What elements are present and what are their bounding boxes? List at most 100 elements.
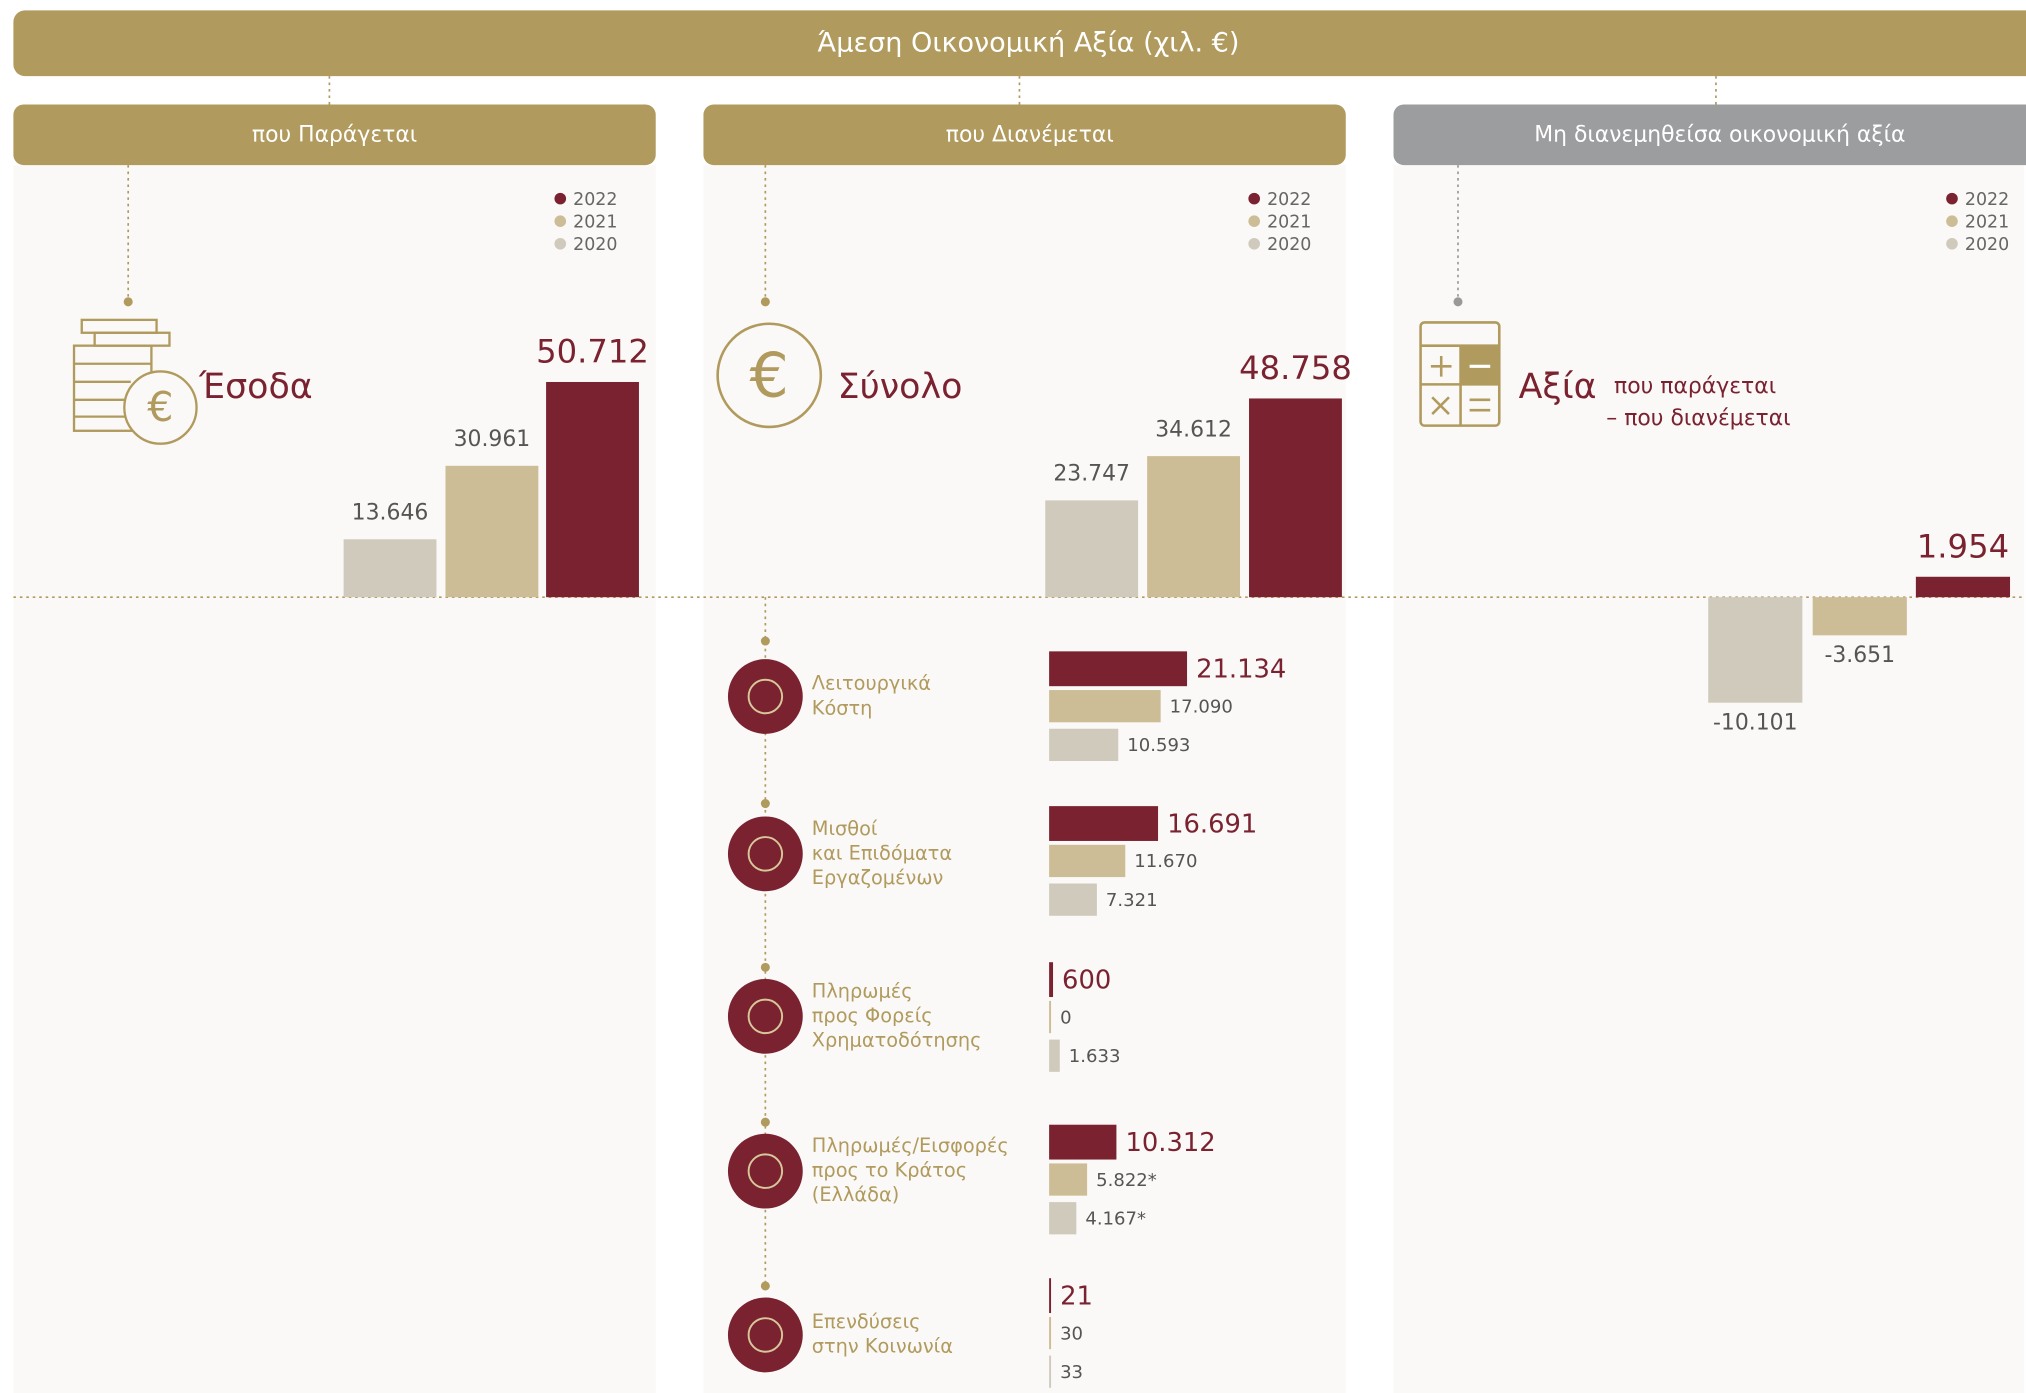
category-icon-mark — [747, 836, 784, 872]
legend-label: 2020 — [1267, 235, 1311, 255]
category-label: Λειτουργικά — [812, 672, 931, 695]
value-label: 30.961 — [454, 427, 531, 452]
bar — [1915, 576, 2011, 598]
bar — [1049, 1163, 1088, 1196]
svg-text:€: € — [750, 339, 789, 411]
value-label: 600 — [1062, 965, 1111, 995]
value-label: 11.670 — [1134, 851, 1197, 872]
value-label: 23.747 — [1053, 462, 1130, 487]
value-label: 33 — [1060, 1362, 1083, 1383]
panel-bg — [703, 165, 1346, 1393]
value-label: 16.691 — [1167, 809, 1257, 839]
bar — [1812, 597, 1907, 636]
panel-title: που Διανέμεται — [946, 122, 1114, 147]
bar — [1049, 844, 1126, 878]
legend-dot — [1946, 237, 1958, 250]
category-label: Μισθοί — [812, 817, 878, 840]
legend-label: 2022 — [573, 190, 617, 210]
category-icon — [727, 978, 803, 1054]
category-icon — [727, 816, 803, 892]
category-icon — [727, 1297, 803, 1373]
bar — [1708, 597, 1803, 703]
connector-dots — [123, 297, 1463, 1291]
category-label: Πληρωμές/Εισφορές — [812, 1134, 1009, 1157]
legend-dot — [554, 192, 567, 205]
bar — [1147, 456, 1241, 598]
value-label: 30 — [1060, 1323, 1083, 1344]
chart-title: Σύνολο — [838, 367, 963, 407]
panel-header — [703, 104, 1346, 166]
legend-dot — [554, 215, 567, 228]
category-icon-mark — [747, 1317, 784, 1353]
category-label: Επενδύσεις — [812, 1310, 921, 1333]
category-label: Κόστη — [812, 696, 873, 719]
bar — [1249, 398, 1342, 598]
category-icon — [727, 659, 803, 734]
legend-label: 2021 — [573, 212, 617, 232]
category-label: προς Φορείς — [812, 1004, 933, 1027]
panel-header — [1393, 104, 2026, 166]
bar — [1049, 1316, 1052, 1350]
bar — [1049, 806, 1159, 841]
bar — [1049, 962, 1054, 998]
panel-title: που Παράγεται — [252, 122, 417, 147]
value-label: 21.134 — [1196, 655, 1286, 685]
banner-title: Άμεση Οικονομική Αξία (χιλ. €) — [817, 27, 1239, 58]
bar — [1049, 1355, 1052, 1388]
category-label: προς το Κράτος — [812, 1159, 967, 1182]
legend-dot — [1248, 215, 1260, 228]
bar — [1049, 651, 1188, 687]
category-icon — [727, 1133, 803, 1209]
value-label: 13.646 — [352, 500, 429, 525]
value-label: 17.090 — [1170, 696, 1233, 717]
bar — [1045, 500, 1139, 598]
value-label: 34.612 — [1155, 417, 1232, 442]
bar — [1049, 1124, 1117, 1160]
bar — [445, 465, 539, 598]
legend-dot — [1248, 192, 1260, 205]
value-label: 10.312 — [1125, 1128, 1215, 1158]
bar — [1049, 883, 1097, 916]
banner — [13, 10, 2026, 77]
svg-text:€: € — [147, 383, 173, 431]
category-icon-mark — [747, 678, 784, 715]
value-label: 10.593 — [1127, 735, 1190, 756]
legend-dot — [1248, 237, 1260, 250]
icon-euro: € — [716, 322, 823, 429]
chart-title: Έσοδα — [198, 367, 313, 407]
chart-subtitle: που παράγεται — [1614, 374, 1776, 399]
chart-subtitle: – που διανέμεται — [1606, 406, 1790, 431]
category-icon-mark — [747, 998, 784, 1035]
panel-title: Μη διανεμηθείσα οικονομική αξία — [1534, 122, 1905, 147]
bar — [1049, 690, 1161, 723]
bar — [546, 381, 639, 598]
bar — [1049, 1039, 1060, 1072]
icon-revenue: € — [72, 318, 198, 445]
value-label: 48.758 — [1239, 349, 1352, 387]
value-label: 1.633 — [1069, 1046, 1121, 1067]
value-label: 5.822* — [1096, 1170, 1157, 1191]
category-label: Πληρωμές — [812, 979, 913, 1002]
category-label: Χρηματοδότησης — [812, 1028, 982, 1051]
panel-header — [13, 104, 656, 166]
legend-label: 2022 — [1965, 190, 2009, 210]
legend-dot — [1946, 192, 1958, 205]
connectors — [13, 76, 2025, 1290]
bar — [343, 539, 437, 598]
value-label: -3.651 — [1824, 643, 1895, 668]
category-icon-mark — [747, 1153, 784, 1189]
bar — [1049, 1000, 1052, 1034]
value-label: 1.954 — [1917, 527, 2009, 565]
chart-title: Αξία — [1519, 367, 1597, 407]
category-label: και Επιδόματα — [812, 841, 952, 864]
legend-label: 2020 — [573, 235, 617, 255]
icon-calculator — [1419, 321, 1501, 427]
bar — [1049, 1202, 1077, 1235]
legend-dot — [554, 237, 567, 250]
value-label: 7.321 — [1106, 890, 1158, 911]
value-label: 21 — [1060, 1281, 1093, 1311]
value-label: 4.167* — [1085, 1209, 1146, 1230]
bar — [1049, 1278, 1052, 1314]
